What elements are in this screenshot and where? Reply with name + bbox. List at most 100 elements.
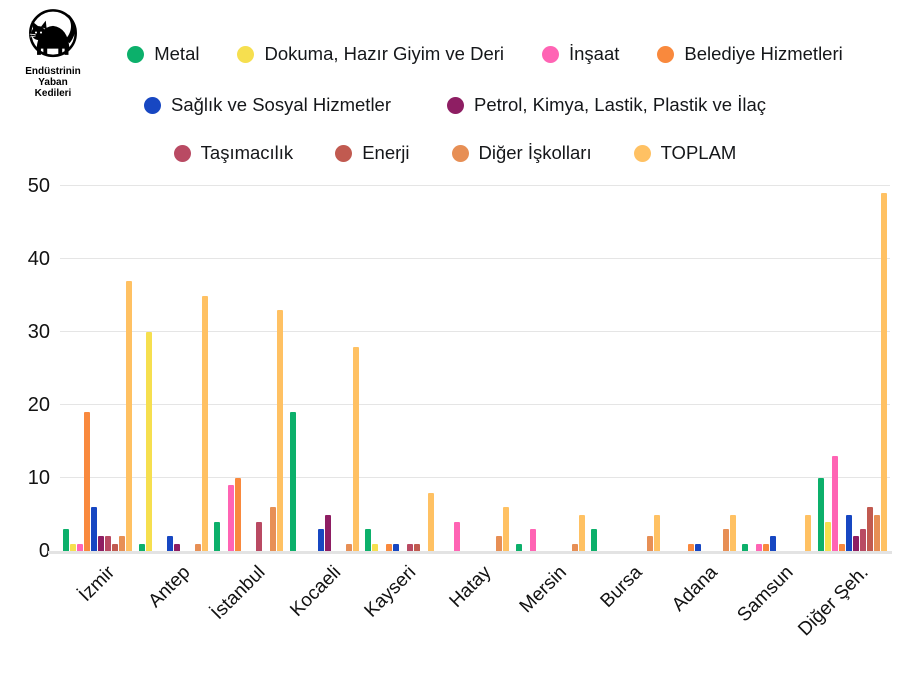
bar-TOPLAM-Antep: [201, 295, 208, 551]
bar-Sağlık ve Sosyal Hizmetler-Kayseri: [393, 543, 400, 551]
gridline-30: [60, 331, 890, 332]
legend-label: Sağlık ve Sosyal Hizmetler: [170, 94, 392, 115]
bar-Diğer İşkolları-Diğer Şeh.: [873, 514, 880, 551]
bar-TOPLAM-İstanbul: [277, 310, 284, 551]
bar-Petrol, Kimya, Lastik, Plastik ve İlaç-Antep: [173, 543, 180, 551]
bar-Sağlık ve Sosyal Hizmetler-Adana: [694, 543, 701, 551]
bar-TOPLAM-Diğer Şeh.: [880, 193, 887, 551]
bar-Taşımacılık-İstanbul: [256, 521, 263, 551]
x-tick-label-text: Hatay: [445, 562, 496, 612]
x-tick-label-text: İstanbul: [207, 562, 270, 624]
bar-Petrol, Kimya, Lastik, Plastik ve İlaç-Kocaeli: [324, 514, 331, 551]
bar-Metal-Kayseri: [365, 529, 372, 551]
bar-Metal-Kocaeli: [289, 412, 296, 551]
bar-Enerji-İzmir: [112, 543, 119, 551]
bar-Dokuma, Hazır Giyim ve Deri-İzmir: [70, 543, 77, 551]
bar-TOPLAM-İzmir: [126, 280, 133, 551]
bar-TOPLAM-Mersin: [578, 514, 585, 551]
x-tick-label-text: Kayseri: [360, 562, 421, 622]
bar-Petrol, Kimya, Lastik, Plastik ve İlaç-İzmir: [98, 536, 105, 551]
legend-dot-icon: [173, 144, 191, 162]
bar-Sağlık ve Sosyal Hizmetler-Samsun: [770, 536, 777, 551]
bar-İnşaat-Samsun: [756, 543, 763, 551]
legend-dot-icon: [127, 45, 145, 63]
bar-Metal-Antep: [138, 543, 145, 551]
chart-plot-area: [48, 185, 892, 554]
bar-Sağlık ve Sosyal Hizmetler-Kocaeli: [317, 529, 324, 551]
bar-Sağlık ve Sosyal Hizmetler-İzmir: [91, 507, 98, 551]
gridline-50: [60, 185, 890, 186]
gridline-20: [60, 404, 890, 405]
bar-TOPLAM-Adana: [729, 514, 736, 551]
black-cat-icon: [29, 9, 77, 58]
org-name-line2: Yaban: [38, 77, 68, 88]
x-tick-label-text: İzmir: [74, 562, 119, 606]
bar-groups: [60, 186, 890, 551]
bar-group-Adana: [664, 186, 739, 551]
x-tick-label-text: Diğer Şeh.: [794, 562, 874, 641]
legend-dot-icon: [633, 144, 651, 162]
bar-Dokuma, Hazır Giyim ve Deri-Diğer Şeh.: [824, 521, 831, 551]
y-tick-label-30: 30: [27, 321, 50, 343]
x-tick-label-text: Kocaeli: [286, 562, 345, 621]
bar-group-Samsun: [739, 186, 814, 551]
bar-Belediye Hizmetleri-Kayseri: [386, 543, 393, 551]
bar-Metal-İzmir: [63, 529, 70, 551]
legend-item: İnşaat: [542, 43, 619, 65]
y-tick-label-40: 40: [27, 248, 50, 270]
legend-label: Metal: [154, 43, 200, 64]
bar-group-Diğer Şeh.: [815, 186, 890, 551]
bar-Diğer İşkolları-Antep: [194, 543, 201, 551]
bar-Enerji-Kayseri: [414, 543, 421, 551]
bar-Diğer İşkolları-Kocaeli: [345, 543, 352, 551]
bar-Diğer İşkolları-İzmir: [119, 536, 126, 551]
legend-item: Enerji: [335, 142, 410, 164]
bar-Taşımacılık-Diğer Şeh.: [859, 529, 866, 551]
y-tick-label-10: 10: [27, 467, 50, 489]
y-tick-label-20: 20: [27, 394, 50, 416]
bar-İnşaat-Diğer Şeh.: [831, 456, 838, 551]
bar-TOPLAM-Bursa: [654, 514, 661, 551]
bar-Belediye Hizmetleri-İzmir: [84, 412, 91, 551]
x-tick-label-text: Adana: [668, 562, 723, 616]
legend-dot-icon: [335, 144, 353, 162]
bar-Metal-Bursa: [591, 529, 598, 551]
legend-row-3: Taşımacılık Enerji Diğer İşkolları TOPLAM: [60, 142, 850, 164]
legend-label: TOPLAM: [660, 142, 737, 163]
legend-row-2: Sağlık ve Sosyal Hizmetler Petrol, Kimya,…: [60, 94, 850, 116]
legend-item: Sağlık ve Sosyal Hizmetler: [143, 94, 392, 116]
bar-Petrol, Kimya, Lastik, Plastik ve İlaç-Diğer Şeh.: [852, 536, 859, 551]
bar-Dokuma, Hazır Giyim ve Deri-Kayseri: [372, 543, 379, 551]
legend-item: Metal: [127, 43, 199, 65]
bar-Metal-İstanbul: [214, 521, 221, 551]
legend-label: Taşımacılık: [200, 142, 294, 163]
x-tick-label-text: Mersin: [516, 562, 572, 618]
bar-Diğer İşkolları-Adana: [722, 529, 729, 551]
bar-Belediye Hizmetleri-Diğer Şeh.: [838, 543, 845, 551]
bar-Diğer İşkolları-Bursa: [647, 536, 654, 551]
bar-group-Antep: [135, 186, 210, 551]
bar-Taşımacılık-İzmir: [105, 536, 112, 551]
legend-dot-icon: [657, 45, 675, 63]
bar-TOPLAM-Hatay: [503, 507, 510, 551]
org-name-line1: Endüstrinin: [25, 66, 81, 77]
bar-group-Kayseri: [362, 186, 437, 551]
bar-group-Bursa: [588, 186, 663, 551]
bar-TOPLAM-Kayseri: [428, 492, 435, 551]
bar-group-Mersin: [513, 186, 588, 551]
bar-TOPLAM-Samsun: [805, 514, 812, 551]
legend-label: Petrol, Kimya, Lastik, Plastik ve İlaç: [474, 94, 767, 115]
legend-item: Petrol, Kimya, Lastik, Plastik ve İlaç: [447, 94, 766, 116]
bar-Metal-Mersin: [515, 543, 522, 551]
x-tick-label-text: Samsun: [733, 562, 798, 627]
org-name-line3: Kedileri: [34, 88, 72, 99]
y-tick-label-50: 50: [27, 175, 50, 197]
legend-dot-icon: [542, 45, 559, 63]
bar-group-İstanbul: [211, 186, 286, 551]
bar-Belediye Hizmetleri-İstanbul: [235, 478, 242, 551]
legend-dot-icon: [237, 45, 255, 63]
bar-Belediye Hizmetleri-Samsun: [763, 543, 770, 551]
bar-Dokuma, Hazır Giyim ve Deri-Antep: [145, 332, 152, 551]
bar-Belediye Hizmetleri-Adana: [687, 543, 694, 551]
legend-row-1: Metal Dokuma, Hazır Giyim ve Deri İnşaat Be…: [100, 43, 870, 65]
